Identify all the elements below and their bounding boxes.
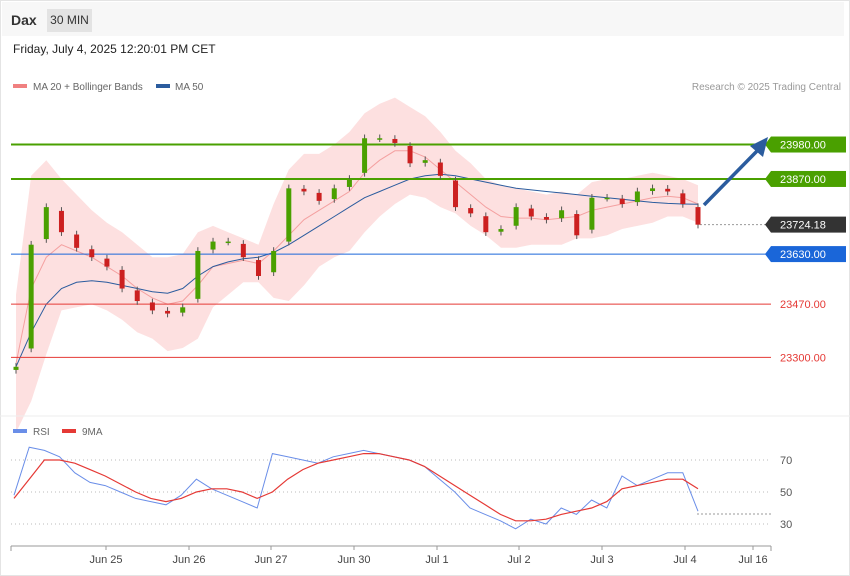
candle-body [74, 234, 80, 248]
candle-body [165, 310, 171, 314]
candle-body [13, 366, 19, 370]
bollinger-band-area [16, 97, 698, 433]
ma9-legend-swatch [62, 429, 76, 433]
bollinger-legend-label: MA 20 + Bollinger Bands [33, 82, 143, 93]
x-tick-label: Jun 25 [89, 554, 122, 566]
ma50-legend-swatch [156, 84, 170, 88]
x-tick-label: Jul 16 [738, 554, 767, 566]
candle-body [483, 216, 489, 233]
candle-body [468, 208, 474, 214]
rsi-tick-label: 70 [780, 455, 792, 467]
x-tick-label: Jul 3 [590, 554, 613, 566]
copyright-label: Research © 2025 Trading Central [692, 82, 841, 93]
candle-body [422, 160, 428, 163]
candle-body [301, 188, 307, 192]
level-tag-23870.00 [771, 170, 846, 187]
rsi-tick-label: 50 [780, 487, 792, 499]
candle-body [180, 307, 186, 313]
ma50-line [15, 173, 699, 368]
candle-body [665, 188, 671, 192]
candle-body [316, 192, 322, 201]
candle-body [680, 193, 686, 204]
candle-body [119, 269, 125, 289]
x-tick-label: Jun 27 [254, 554, 287, 566]
rsi-tick-label: 30 [780, 519, 792, 531]
candle-body [225, 241, 231, 244]
level-tag-23980.00 [771, 136, 846, 153]
rsi-ma-line [13, 453, 699, 522]
candle-body [134, 290, 140, 302]
candle-body [240, 243, 246, 258]
ma9-legend-label: 9MA [82, 427, 103, 438]
candle-body [634, 191, 640, 203]
x-tick-label: Jul 4 [673, 554, 696, 566]
candle-body [346, 178, 352, 187]
candle-body [195, 250, 201, 299]
candle-body [513, 207, 519, 226]
candle-body [28, 244, 34, 349]
candle-body [619, 198, 625, 204]
bollinger-legend-swatch [13, 84, 27, 88]
candle-body [377, 138, 383, 140]
candle-body [559, 210, 565, 219]
x-tick-label: Jun 26 [172, 554, 205, 566]
candle-body [604, 197, 610, 200]
candle-body [407, 146, 413, 164]
candle-body [271, 250, 277, 273]
level-label-23470.00: 23470.00 [780, 299, 826, 311]
forecast-arrow [702, 137, 768, 207]
candle-body [149, 302, 155, 311]
level-label-23300.00: 23300.00 [780, 352, 826, 364]
ma20-line [15, 150, 699, 364]
candle-body [104, 258, 110, 267]
x-tick-label: Jun 30 [337, 554, 370, 566]
level-label-23980.00: 23980.00 [780, 140, 826, 152]
candle-body [58, 210, 64, 233]
candle-body [331, 188, 337, 199]
level-label-23724.18: 23724.18 [780, 220, 826, 232]
x-tick-label: Jul 1 [425, 554, 448, 566]
level-label-23870.00: 23870.00 [780, 174, 826, 186]
candle-body [650, 188, 656, 192]
chart-header: Dax 30 MIN [2, 2, 844, 36]
datetime-label: Friday, July 4, 2025 12:20:01 PM CET [13, 42, 216, 56]
timeframe-button[interactable]: 30 MIN [47, 9, 92, 32]
instrument-title: Dax [11, 12, 37, 28]
level-label-23630.00: 23630.00 [780, 249, 826, 261]
candle-body [210, 241, 216, 250]
rsi-legend-swatch [13, 429, 27, 433]
rsi-line [13, 446, 699, 530]
candle-body [286, 188, 292, 242]
level-tag-23724.18 [771, 216, 846, 233]
candle-body [89, 249, 95, 258]
candle-body [437, 162, 443, 176]
ma50-legend-label: MA 50 [175, 82, 204, 93]
x-tick-label: Jul 2 [507, 554, 530, 566]
candle-body [362, 138, 368, 173]
rsi-legend-label: RSI [33, 427, 50, 438]
candle-body [255, 260, 261, 276]
candle-body [589, 197, 595, 230]
candle-body [543, 216, 549, 220]
candle-body [574, 214, 580, 236]
candle-body [695, 207, 701, 225]
candle-body [453, 180, 459, 208]
candle-body [43, 207, 49, 240]
candle-body [528, 208, 534, 217]
level-tag-23630.00 [771, 246, 846, 263]
candle-body [392, 138, 398, 143]
candle-body [498, 229, 504, 232]
